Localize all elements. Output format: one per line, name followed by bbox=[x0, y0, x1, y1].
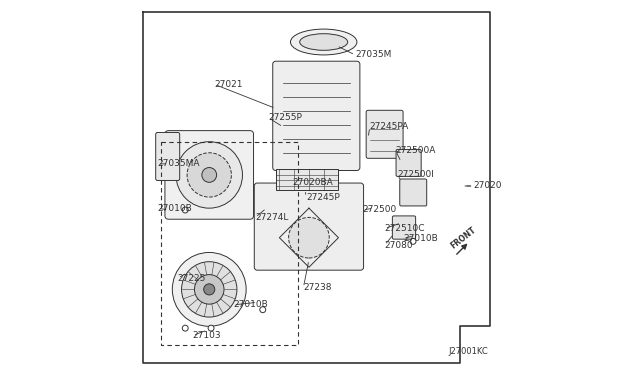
Text: 272500A: 272500A bbox=[396, 147, 436, 155]
Text: 272500I: 272500I bbox=[397, 170, 435, 179]
FancyBboxPatch shape bbox=[396, 150, 421, 176]
Text: 27274L: 27274L bbox=[255, 213, 289, 222]
Text: 27010B: 27010B bbox=[157, 203, 192, 213]
Text: 27010B: 27010B bbox=[233, 300, 268, 310]
Circle shape bbox=[172, 253, 246, 326]
Text: 27245P: 27245P bbox=[306, 193, 340, 202]
Text: 27010B: 27010B bbox=[403, 234, 438, 243]
Text: 27035MA: 27035MA bbox=[157, 159, 200, 169]
Bar bbox=[276, 169, 339, 190]
Circle shape bbox=[182, 325, 188, 331]
FancyBboxPatch shape bbox=[165, 131, 253, 219]
Text: FRONT: FRONT bbox=[449, 225, 478, 251]
FancyBboxPatch shape bbox=[400, 179, 427, 206]
Circle shape bbox=[187, 153, 232, 197]
FancyBboxPatch shape bbox=[156, 132, 180, 180]
Text: 272510C: 272510C bbox=[385, 224, 425, 233]
FancyBboxPatch shape bbox=[392, 216, 415, 239]
Text: 27225: 27225 bbox=[178, 274, 206, 283]
Circle shape bbox=[260, 307, 266, 312]
FancyBboxPatch shape bbox=[366, 110, 403, 158]
Circle shape bbox=[208, 325, 214, 331]
Circle shape bbox=[289, 217, 329, 258]
Circle shape bbox=[182, 207, 188, 213]
Text: 27238: 27238 bbox=[303, 283, 332, 292]
FancyBboxPatch shape bbox=[254, 183, 364, 270]
Text: 27103: 27103 bbox=[193, 331, 221, 340]
Circle shape bbox=[195, 275, 224, 304]
FancyBboxPatch shape bbox=[273, 61, 360, 170]
Text: 27245PA: 27245PA bbox=[370, 122, 409, 131]
Circle shape bbox=[182, 262, 237, 317]
Text: 27020BA: 27020BA bbox=[292, 178, 333, 187]
Text: 27035M: 27035M bbox=[355, 51, 392, 60]
Ellipse shape bbox=[300, 34, 348, 50]
Circle shape bbox=[410, 238, 416, 244]
Text: J27001KC: J27001KC bbox=[448, 347, 488, 356]
Circle shape bbox=[204, 284, 215, 295]
Text: 27255P: 27255P bbox=[268, 113, 302, 122]
Ellipse shape bbox=[291, 29, 357, 55]
Text: 27021: 27021 bbox=[215, 80, 243, 89]
Text: 27080: 27080 bbox=[385, 241, 413, 250]
Text: 27020: 27020 bbox=[474, 182, 502, 190]
Circle shape bbox=[176, 142, 243, 208]
Circle shape bbox=[202, 167, 216, 182]
Text: 272500: 272500 bbox=[362, 205, 397, 215]
